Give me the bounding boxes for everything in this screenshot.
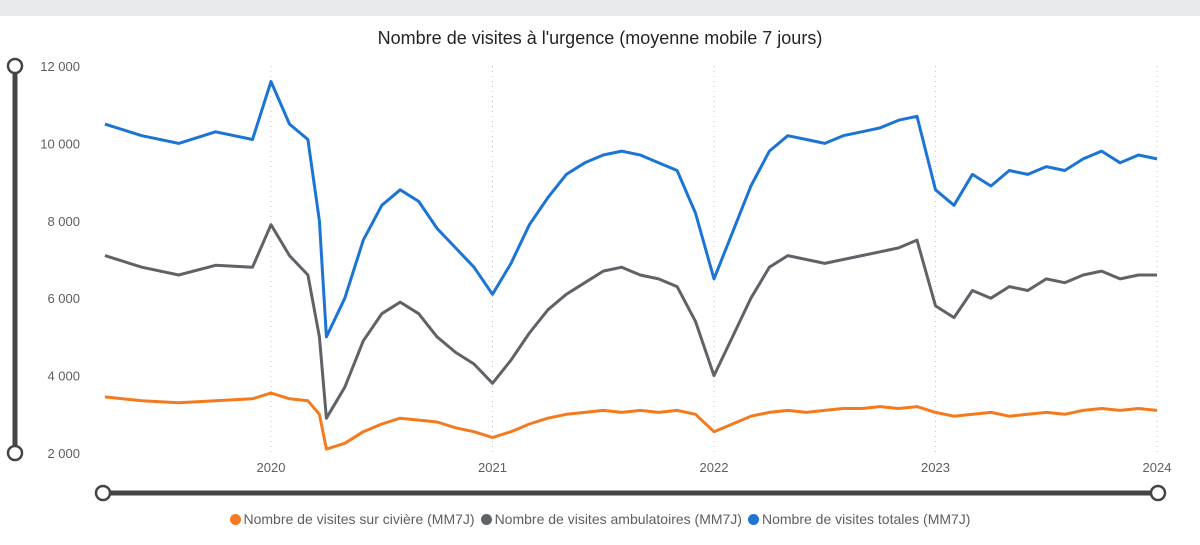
series-line-2 bbox=[104, 223, 1157, 420]
series-lines bbox=[104, 80, 1158, 451]
legend-marker-icon bbox=[747, 513, 759, 525]
x-tick-label: 2021 bbox=[478, 460, 507, 475]
legend-label: Nombre de visites ambulatoires (MM7J) bbox=[494, 511, 742, 527]
legend-item-3[interactable]: Nombre de visites totales (MM7J) bbox=[747, 511, 971, 527]
x-tick-label: 2023 bbox=[921, 460, 950, 475]
y-tick-label: 4 000 bbox=[47, 369, 80, 384]
y-range-handle-bottom[interactable] bbox=[6, 444, 24, 462]
x-tick-label: 2020 bbox=[257, 460, 286, 475]
legend-item-1[interactable]: Nombre de visites sur civière (MM7J) bbox=[229, 511, 475, 527]
legend-label: Nombre de visites sur civière (MM7J) bbox=[243, 511, 475, 527]
legend-marker-icon bbox=[480, 513, 492, 525]
legend: Nombre de visites sur civière (MM7J) Nomb… bbox=[0, 511, 1200, 527]
y-tick-label: 10 000 bbox=[40, 136, 80, 151]
series-line-3 bbox=[104, 80, 1158, 339]
x-tick-label: 2022 bbox=[700, 460, 729, 475]
y-tick-label: 6 000 bbox=[47, 291, 80, 306]
y-axis: 2 000 4 000 6 000 8 000 10 000 12 000 bbox=[40, 59, 80, 461]
legend-marker-icon bbox=[229, 513, 241, 525]
y-tick-label: 12 000 bbox=[40, 59, 80, 74]
series-line-1 bbox=[104, 391, 1158, 451]
x-tick-label: 2024 bbox=[1143, 460, 1172, 475]
x-range-handle-right[interactable] bbox=[1149, 484, 1167, 502]
y-range-handle-top[interactable] bbox=[6, 57, 24, 75]
y-tick-label: 2 000 bbox=[47, 446, 80, 461]
chart-title: Nombre de visites à l'urgence (moyenne m… bbox=[377, 28, 823, 48]
y-tick-label: 8 000 bbox=[47, 214, 80, 229]
x-axis: 2020 2021 2022 2023 2024 bbox=[257, 460, 1172, 475]
range-sliders[interactable] bbox=[6, 57, 1167, 502]
grid bbox=[270, 66, 1158, 453]
legend-label: Nombre de visites totales (MM7J) bbox=[761, 511, 971, 527]
top-bar bbox=[0, 0, 1200, 16]
legend-item-2[interactable]: Nombre de visites ambulatoires (MM7J) bbox=[480, 511, 742, 527]
x-range-handle-left[interactable] bbox=[94, 484, 112, 502]
